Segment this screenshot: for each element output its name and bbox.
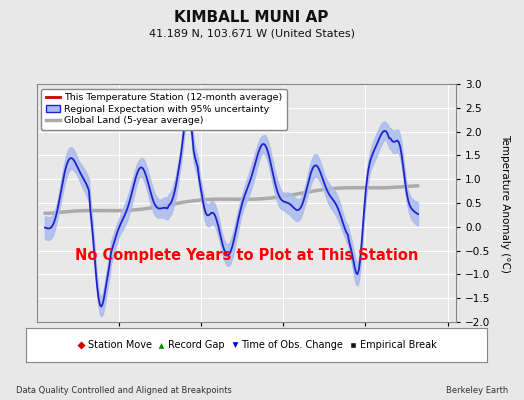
Y-axis label: Temperature Anomaly (°C): Temperature Anomaly (°C) (500, 134, 510, 272)
Legend: Station Move, Record Gap, Time of Obs. Change, Empirical Break: Station Move, Record Gap, Time of Obs. C… (74, 337, 440, 353)
Text: Berkeley Earth: Berkeley Earth (446, 386, 508, 395)
Text: Data Quality Controlled and Aligned at Breakpoints: Data Quality Controlled and Aligned at B… (16, 386, 232, 395)
Legend: This Temperature Station (12-month average), Regional Expectation with 95% uncer: This Temperature Station (12-month avera… (41, 89, 287, 130)
Text: KIMBALL MUNI AP: KIMBALL MUNI AP (174, 10, 329, 25)
Text: No Complete Years to Plot at This Station: No Complete Years to Plot at This Statio… (74, 248, 418, 263)
Text: 41.189 N, 103.671 W (United States): 41.189 N, 103.671 W (United States) (148, 28, 355, 38)
